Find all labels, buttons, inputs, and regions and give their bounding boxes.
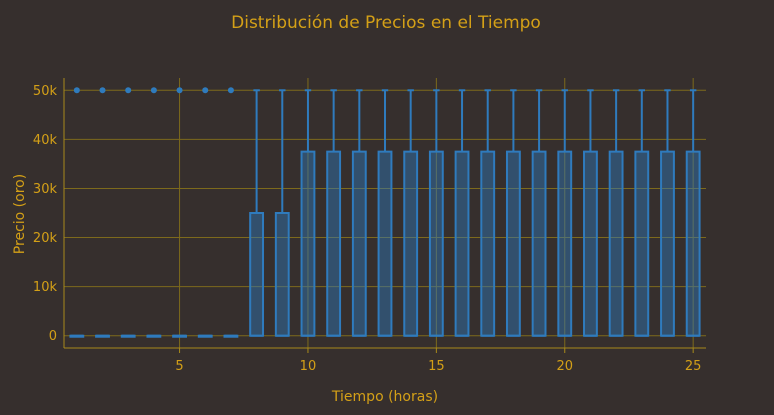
outlier-point [150,87,157,94]
box-group [583,89,598,337]
box-group [274,89,290,337]
box-group [634,89,650,337]
box-group [660,89,675,337]
box-iqr [454,150,470,337]
x-tick-label: 20 [556,359,573,374]
outlier-point [125,87,132,94]
box-iqr [583,150,598,337]
box-group [95,87,110,338]
box-group [172,87,187,338]
box-group [403,89,419,337]
x-tick-label: 10 [300,359,317,374]
y-tick-label: 50k [33,84,58,99]
box-group [69,87,85,338]
box-iqr [660,150,675,337]
y-tick-label: 40k [33,133,58,148]
box-group [454,89,470,337]
box-group [685,89,701,337]
box-iqr [505,150,521,337]
box-iqr [351,150,367,337]
box-group [300,89,316,337]
box-group [377,89,393,337]
y-tick-label: 10k [33,280,58,295]
x-axis-title: Tiempo (horas) [331,389,438,405]
box-iqr [300,150,316,337]
box-iqr [608,150,624,337]
box-iqr [403,150,419,337]
y-tick-label: 20k [33,231,58,246]
axis-layer: 0 10k 20k 30k 40k 50k 5 10 15 20 25 [33,78,706,374]
box-group [428,89,444,337]
box-iqr [326,150,342,337]
y-tick-label: 0 [49,329,57,344]
box-group [326,89,342,337]
x-tick-label: 15 [428,359,445,374]
box-group [249,89,265,337]
box-iqr [428,150,444,337]
box-group [223,87,239,338]
outlier-point [227,87,234,94]
box-iqr [634,150,650,337]
box-group [480,89,496,337]
box-iqr [480,150,496,337]
box-group [557,89,573,337]
outlier-point [176,87,183,94]
box-iqr [531,150,547,337]
box-iqr [557,150,573,337]
x-tick-label: 5 [175,359,183,374]
x-tick-label: 25 [685,359,702,374]
outlier-point [99,87,106,94]
outlier-point [202,87,209,94]
box-iqr [685,150,701,337]
box-group [505,89,521,337]
outlier-point [73,87,80,94]
y-tick-label: 30k [33,182,58,197]
box-group [120,87,136,338]
box-group [351,89,367,337]
box-iqr [274,212,290,337]
y-axis-title: Precio (oro) [12,174,28,254]
box-iqr [377,150,393,337]
box-group [608,89,624,337]
box-group [531,89,547,337]
boxes-layer [69,87,701,338]
box-group [146,87,162,338]
chart-title: Distribución de Precios en el Tiempo [231,13,541,33]
box-iqr [249,212,265,337]
box-group [197,87,213,338]
